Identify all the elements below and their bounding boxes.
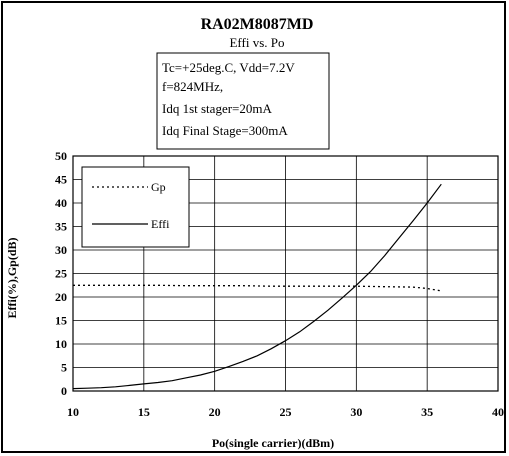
y-tick-label: 15 — [55, 314, 67, 328]
y-axis-label: Effi(%),Gp(dB) — [5, 237, 19, 318]
y-tick-label: 20 — [55, 290, 67, 304]
y-tick-label: 25 — [55, 267, 67, 281]
condition-line: Idq 1st stager=20mA — [162, 101, 272, 116]
x-tick-label: 30 — [350, 405, 362, 419]
legend-label-effi: Effi — [151, 217, 170, 231]
y-tick-label: 10 — [55, 337, 67, 351]
condition-line: f=824MHz, — [162, 79, 223, 94]
x-tick-label: 25 — [280, 405, 292, 419]
legend-label-gp: Gp — [151, 180, 166, 194]
y-tick-label: 45 — [55, 173, 67, 187]
condition-line: Idq Final Stage=300mA — [162, 123, 288, 138]
chart-title: RA02M8087MD — [201, 16, 314, 33]
y-tick-label: 30 — [55, 243, 67, 257]
x-tick-label: 40 — [492, 405, 504, 419]
x-axis-label: Po(single carrier)(dBm) — [212, 436, 334, 450]
x-tick-label: 20 — [209, 405, 221, 419]
series-line-effi — [72, 183, 442, 390]
chart-subtitle: Effi vs. Po — [229, 35, 284, 50]
legend: Gp Effi — [81, 166, 190, 248]
y-tick-label: 5 — [61, 361, 67, 375]
x-tick-label: 10 — [67, 405, 79, 419]
x-tick-label: 15 — [138, 405, 150, 419]
efficiency-chart: RA02M8087MD Effi vs. Po Tc=+25deg.C, Vdd… — [5, 16, 504, 450]
y-tick-label: 0 — [61, 384, 67, 398]
x-tick-label: 35 — [421, 405, 433, 419]
condition-line: Tc=+25deg.C, Vdd=7.2V — [162, 60, 295, 75]
conditions-box: Tc=+25deg.C, Vdd=7.2V f=824MHz, Idq 1st … — [156, 52, 330, 150]
y-tick-label: 50 — [55, 149, 67, 163]
y-tick-label: 40 — [55, 196, 67, 210]
y-tick-label: 35 — [55, 220, 67, 234]
series-line-gp — [73, 284, 442, 292]
plot-border — [72, 155, 499, 392]
